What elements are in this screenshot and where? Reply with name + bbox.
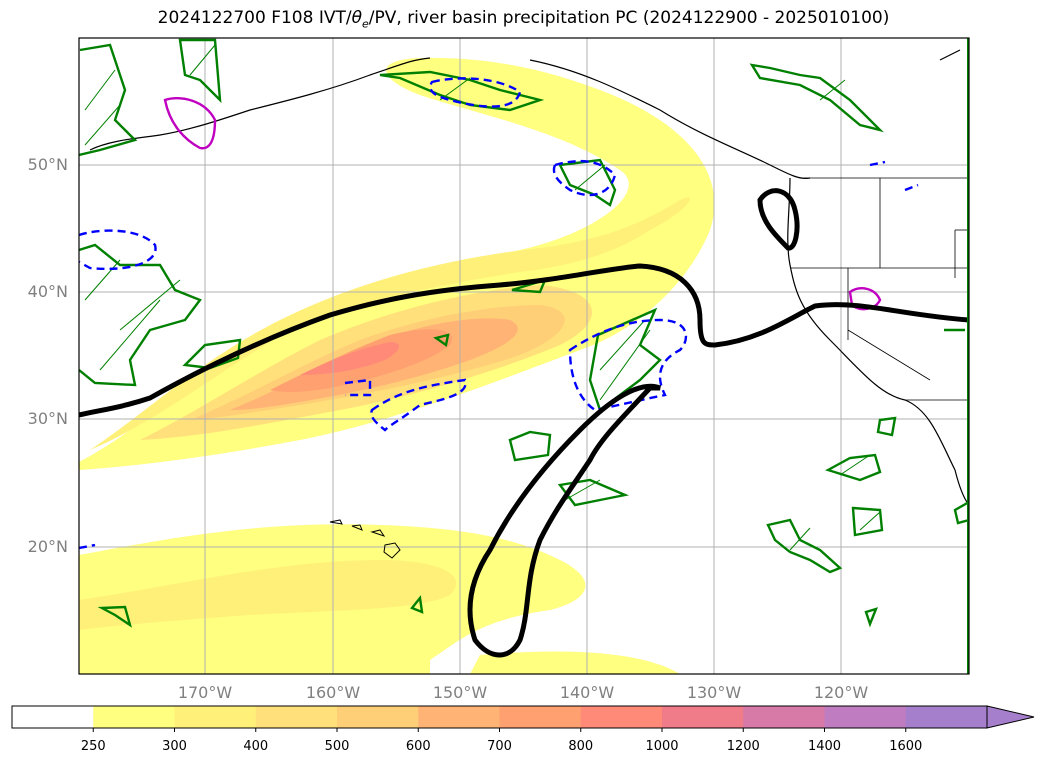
colorbar-segment (662, 706, 744, 728)
theta-e-contours (79, 77, 919, 550)
coastlines (89, 49, 969, 506)
colorbar-segment (12, 706, 94, 728)
colorbar-extend-arrow (986, 705, 1035, 729)
ivt-band-250 (79, 57, 715, 471)
lon-label-120w: 120°W (813, 683, 869, 702)
ivt-band-250-south2 (470, 651, 680, 674)
colorbar-tick-label: 250 (80, 739, 106, 754)
colorbar-segment (255, 706, 338, 728)
lat-label-20n: 20°N (27, 537, 68, 556)
lat-label-50n: 50°N (27, 155, 68, 174)
lat-label-40n: 40°N (27, 282, 68, 301)
colorbar-tick-label: 1200 (726, 739, 760, 754)
colorbar-tick-label: 600 (405, 739, 431, 754)
colorbar-segment (93, 706, 175, 728)
colorbar-tick-label: 400 (243, 739, 269, 754)
lon-label-170w: 170°W (177, 683, 233, 702)
colorbar-segment (418, 706, 500, 728)
colorbar-tick-label: 300 (162, 739, 187, 754)
lon-label-150w: 150°W (432, 683, 488, 702)
lon-label-140w: 140°W (559, 683, 615, 702)
colorbar-segment (174, 706, 257, 728)
colorbar-tick-label: 1600 (889, 739, 923, 754)
map-title: 2024122700 F108 IVT/θe/PV, river basin p… (157, 8, 890, 31)
colorbar-segment (905, 706, 988, 728)
lon-label-130w: 130°W (686, 683, 742, 702)
colorbar-tick-label: 1400 (807, 739, 842, 754)
ivt-band-300 (90, 197, 690, 450)
colorbar-segment (580, 706, 663, 728)
colorbar-segment (743, 706, 825, 728)
hawaii-islands (329, 519, 401, 559)
colorbar-segment (824, 706, 907, 728)
colorbar-segment (499, 706, 582, 728)
colorbar-frame (11, 705, 988, 729)
pv-contour (79, 188, 969, 658)
lat-label-30n: 30°N (27, 409, 68, 428)
colorbar-tick-label: 1000 (645, 739, 679, 754)
colorbar-tick-label: 500 (324, 739, 350, 754)
ivt-band-800 (300, 342, 400, 375)
lon-label-160w: 160°W (305, 683, 361, 702)
ivt-band-300-south (79, 560, 457, 630)
precip-hatch-lines (84, 44, 881, 551)
colorbar-segment (337, 706, 419, 728)
colorbar-tick-label: 800 (568, 739, 594, 754)
map-frame (78, 37, 970, 675)
precip-regions (79, 38, 969, 628)
colorbar-tick-label: 700 (487, 739, 512, 754)
map-plot (78, 37, 970, 675)
